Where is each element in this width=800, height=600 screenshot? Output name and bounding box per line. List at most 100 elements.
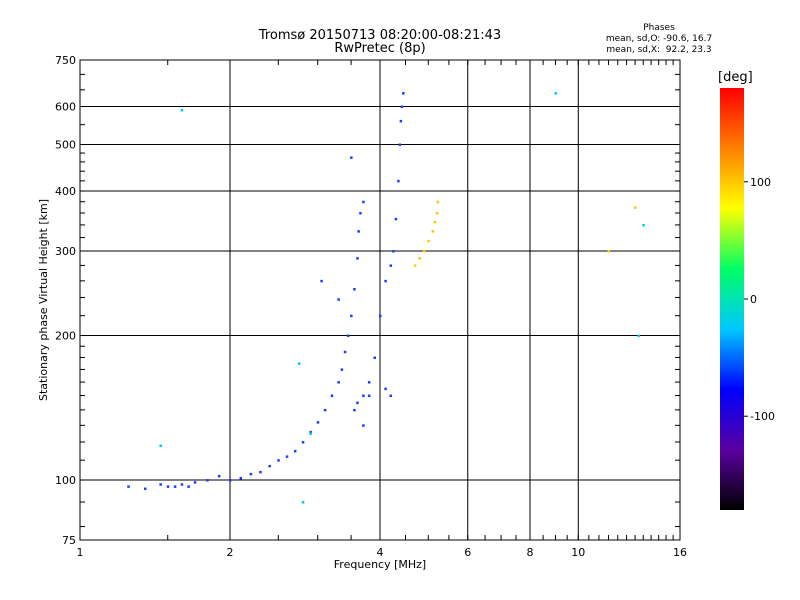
data-point xyxy=(316,421,320,424)
stats-heading: Phases xyxy=(643,23,675,33)
y-axis-label: Stationary phase Virtual Height [km] xyxy=(37,199,50,401)
y-tick-label: 600 xyxy=(55,101,76,114)
data-point xyxy=(356,257,359,260)
data-point xyxy=(277,459,280,462)
y-tick-label: 400 xyxy=(55,185,76,198)
data-point xyxy=(634,206,637,209)
data-point xyxy=(554,92,557,95)
data-point xyxy=(362,394,365,398)
x-tick-label: 4 xyxy=(377,546,384,559)
data-point xyxy=(173,485,177,488)
data-point xyxy=(343,350,347,354)
data-point xyxy=(422,250,426,253)
chart-title: Tromsø 20150713 08:20:00-08:21:43 xyxy=(258,28,502,43)
x-tick-label: 6 xyxy=(464,546,471,559)
data-point xyxy=(340,368,344,371)
data-point xyxy=(367,394,371,398)
colorbar-tick-label: -100 xyxy=(750,410,775,423)
y-tick-label: 200 xyxy=(55,330,76,343)
data-point xyxy=(353,288,356,291)
y-tick-label: 300 xyxy=(55,245,76,258)
data-point xyxy=(379,314,382,318)
x-tick-label: 16 xyxy=(673,546,687,559)
colorbar-gradient xyxy=(720,88,744,510)
data-point xyxy=(320,279,323,283)
data-point xyxy=(350,314,353,318)
x-tick-label: 1 xyxy=(77,546,84,559)
data-point xyxy=(389,264,393,267)
data-point xyxy=(384,387,387,391)
y-tick-label: 500 xyxy=(55,139,76,152)
data-point xyxy=(436,200,440,204)
data-point xyxy=(268,464,271,468)
colorbar-title: [deg] xyxy=(718,70,753,85)
data-point xyxy=(249,472,253,476)
x-tick-label: 10 xyxy=(571,546,585,559)
data-point xyxy=(206,479,209,482)
data-point xyxy=(159,483,162,486)
data-point xyxy=(433,220,437,224)
data-point xyxy=(435,212,439,215)
data-point xyxy=(413,264,417,267)
data-point xyxy=(239,476,243,480)
data-point xyxy=(359,212,362,215)
data-point xyxy=(607,250,611,253)
data-point xyxy=(350,156,353,159)
stats-line-x: mean, sd,X: 92.2, 23.3 xyxy=(606,45,712,55)
data-point xyxy=(392,250,395,253)
data-point xyxy=(373,356,377,359)
data-point xyxy=(180,109,184,112)
data-point xyxy=(384,279,387,283)
data-point xyxy=(400,105,404,109)
data-point xyxy=(642,223,645,227)
data-point xyxy=(143,487,147,491)
data-point xyxy=(397,179,400,183)
data-point xyxy=(427,239,430,243)
data-point xyxy=(337,298,340,301)
data-point xyxy=(418,257,421,260)
data-point xyxy=(301,500,305,504)
data-point xyxy=(337,381,340,384)
data-point xyxy=(356,401,359,405)
data-point xyxy=(309,432,312,436)
data-point xyxy=(193,481,197,484)
chart-subtitle: RwPretec (8p) xyxy=(334,41,426,56)
data-point xyxy=(367,381,371,384)
colorbar-tick-label: 100 xyxy=(750,176,771,189)
data-point xyxy=(159,444,162,448)
data-point xyxy=(431,230,435,233)
data-point xyxy=(309,430,312,434)
data-point xyxy=(330,394,334,398)
data-point xyxy=(346,334,350,338)
data-point xyxy=(293,449,297,453)
data-point xyxy=(187,485,190,488)
data-point xyxy=(389,394,393,398)
x-tick-label: 8 xyxy=(527,546,534,559)
stats-line-o: mean, sd,O: -90.6, 16.7 xyxy=(605,34,713,44)
y-tick-label: 750 xyxy=(55,54,76,67)
data-point xyxy=(217,474,221,478)
y-tick-label: 100 xyxy=(55,474,76,487)
data-point xyxy=(285,455,289,458)
data-point xyxy=(402,92,405,95)
data-point xyxy=(399,119,403,123)
data-point xyxy=(166,485,170,488)
data-point xyxy=(394,217,398,221)
data-point xyxy=(297,362,301,365)
data-point xyxy=(637,334,640,338)
y-tick-label: 75 xyxy=(62,534,76,547)
phase-stats: Phases mean, sd,O: -90.6, 16.7 mean, sd,… xyxy=(592,23,726,56)
data-point xyxy=(357,230,360,233)
data-point xyxy=(229,479,232,482)
data-point xyxy=(259,470,262,474)
data-point xyxy=(323,408,327,412)
data-point xyxy=(362,424,365,427)
data-point xyxy=(127,485,130,488)
colorbar-tick-label: 0 xyxy=(750,293,757,306)
data-point xyxy=(353,408,356,412)
data-point xyxy=(398,143,402,147)
x-axis-label: Frequency [MHz] xyxy=(334,558,426,571)
data-point xyxy=(362,200,365,204)
